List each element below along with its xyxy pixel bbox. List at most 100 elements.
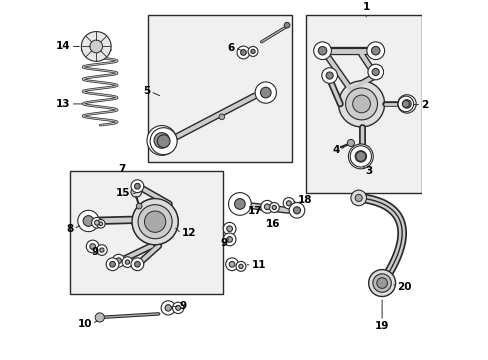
Circle shape — [83, 216, 94, 226]
Circle shape — [354, 151, 366, 162]
FancyBboxPatch shape — [305, 15, 421, 193]
Circle shape — [131, 258, 143, 271]
Circle shape — [240, 50, 246, 55]
Text: 1: 1 — [362, 3, 369, 12]
Circle shape — [237, 46, 249, 59]
Circle shape — [288, 203, 304, 218]
Circle shape — [402, 100, 410, 108]
Circle shape — [106, 258, 119, 271]
Circle shape — [238, 264, 243, 269]
Circle shape — [313, 42, 331, 59]
Circle shape — [109, 261, 115, 267]
Circle shape — [371, 68, 379, 76]
Circle shape — [91, 217, 102, 228]
Circle shape — [144, 211, 165, 232]
Ellipse shape — [81, 47, 111, 53]
Text: 10: 10 — [77, 319, 92, 329]
Circle shape — [132, 199, 178, 245]
Circle shape — [144, 211, 165, 232]
Circle shape — [272, 205, 276, 210]
Circle shape — [78, 210, 99, 231]
Circle shape — [348, 144, 372, 169]
Circle shape — [138, 204, 172, 239]
Circle shape — [367, 64, 383, 80]
Circle shape — [228, 193, 251, 215]
Circle shape — [95, 313, 104, 322]
Circle shape — [349, 146, 371, 167]
Text: 6: 6 — [227, 43, 234, 53]
Circle shape — [116, 258, 121, 264]
Circle shape — [247, 46, 258, 57]
Circle shape — [122, 257, 133, 267]
Text: 9: 9 — [220, 238, 227, 248]
Circle shape — [264, 204, 269, 210]
Circle shape — [112, 254, 125, 267]
Text: 4: 4 — [332, 145, 340, 155]
Circle shape — [223, 222, 236, 235]
Circle shape — [350, 190, 366, 206]
Circle shape — [255, 82, 276, 103]
Circle shape — [131, 186, 142, 197]
Circle shape — [134, 261, 140, 267]
Text: 18: 18 — [297, 195, 311, 206]
Circle shape — [86, 240, 99, 253]
Circle shape — [226, 226, 232, 231]
Circle shape — [219, 114, 224, 120]
Circle shape — [321, 68, 337, 84]
Circle shape — [134, 183, 140, 189]
Circle shape — [223, 233, 236, 246]
Circle shape — [136, 203, 142, 209]
Circle shape — [376, 278, 386, 288]
Text: 9: 9 — [180, 301, 187, 311]
Circle shape — [165, 305, 171, 311]
Circle shape — [157, 135, 170, 148]
Circle shape — [132, 199, 178, 245]
Circle shape — [283, 198, 294, 209]
Circle shape — [236, 261, 245, 271]
Circle shape — [90, 244, 95, 249]
Circle shape — [250, 49, 255, 54]
Circle shape — [90, 40, 102, 53]
Circle shape — [355, 152, 365, 161]
Circle shape — [234, 199, 244, 209]
Circle shape — [150, 128, 177, 155]
Circle shape — [100, 248, 104, 252]
Circle shape — [97, 245, 107, 255]
Circle shape — [368, 270, 395, 297]
Circle shape — [172, 302, 183, 314]
Circle shape — [260, 87, 270, 98]
Text: 7: 7 — [118, 164, 125, 174]
Circle shape — [269, 203, 279, 212]
Circle shape — [175, 305, 180, 310]
Circle shape — [229, 261, 234, 267]
Circle shape — [397, 96, 413, 112]
Text: 15: 15 — [116, 188, 130, 198]
Circle shape — [147, 126, 176, 156]
Circle shape — [346, 139, 354, 147]
Circle shape — [286, 201, 291, 206]
Text: 5: 5 — [143, 86, 150, 96]
Circle shape — [354, 194, 362, 202]
Text: 9: 9 — [92, 247, 99, 257]
Circle shape — [161, 301, 175, 315]
Circle shape — [397, 95, 415, 113]
Circle shape — [402, 100, 408, 108]
Circle shape — [338, 81, 384, 127]
Circle shape — [345, 88, 377, 120]
Circle shape — [352, 95, 370, 113]
Circle shape — [138, 204, 172, 239]
Circle shape — [318, 46, 326, 55]
Text: 14: 14 — [56, 41, 71, 51]
Circle shape — [226, 237, 232, 242]
Text: 17: 17 — [247, 206, 262, 216]
Circle shape — [81, 32, 111, 61]
Circle shape — [97, 220, 105, 228]
Circle shape — [260, 201, 273, 213]
Circle shape — [131, 180, 143, 193]
Circle shape — [284, 22, 289, 28]
Text: 16: 16 — [265, 219, 280, 229]
Text: 20: 20 — [396, 282, 411, 292]
Circle shape — [366, 42, 384, 59]
Circle shape — [94, 220, 99, 225]
Circle shape — [372, 274, 390, 292]
